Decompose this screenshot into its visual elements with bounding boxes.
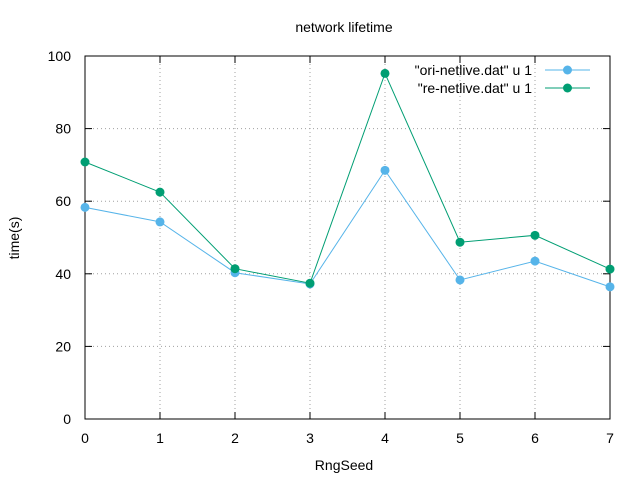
y-tick-label: 100 — [48, 48, 72, 64]
data-point — [380, 165, 390, 175]
data-point — [455, 275, 465, 285]
x-axis-label: RngSeed — [315, 457, 373, 473]
y-axis-label: time(s) — [6, 217, 22, 260]
x-tick-label: 1 — [156, 430, 164, 446]
series-lines — [80, 68, 615, 292]
data-point — [230, 264, 240, 274]
data-point — [530, 230, 540, 240]
x-tick-label: 5 — [456, 430, 464, 446]
legend-swatch-marker — [563, 83, 572, 93]
plot-border — [84, 55, 611, 420]
y-tick-label: 40 — [55, 266, 71, 282]
y-tick-label: 80 — [55, 121, 71, 137]
data-point — [305, 278, 315, 288]
data-point — [380, 68, 390, 78]
x-tick-label: 0 — [81, 430, 89, 446]
data-point — [530, 256, 540, 266]
y-tick-label: 60 — [55, 193, 71, 209]
x-tick-label: 4 — [381, 430, 389, 446]
grid-lines — [85, 56, 610, 419]
legend-label: "re-netlive.dat" u 1 — [418, 80, 532, 96]
x-tick-label: 6 — [531, 430, 539, 446]
series-line-0 — [84, 169, 611, 288]
series-line-1 — [84, 72, 611, 284]
chart-title: network lifetime — [295, 19, 392, 35]
data-point — [455, 237, 465, 247]
legend-label: "ori-netlive.dat" u 1 — [415, 62, 533, 78]
y-tick-label: 0 — [63, 411, 71, 427]
x-tick-label: 3 — [306, 430, 314, 446]
data-point — [80, 157, 90, 167]
x-tick-label: 7 — [606, 430, 614, 446]
legend: "ori-netlive.dat" u 1 "re-netlive.dat" u … — [415, 62, 590, 96]
data-point — [605, 282, 615, 292]
y-tick-label: 20 — [55, 338, 71, 354]
data-point — [605, 264, 615, 274]
axis-ticks: 0 20 40 60 80 100 0 1 2 3 4 5 6 7 — [48, 48, 614, 446]
legend-swatch-marker — [563, 65, 572, 75]
data-point — [155, 187, 165, 197]
x-tick-label: 2 — [231, 430, 239, 446]
data-point — [155, 217, 165, 227]
data-point — [80, 202, 90, 212]
